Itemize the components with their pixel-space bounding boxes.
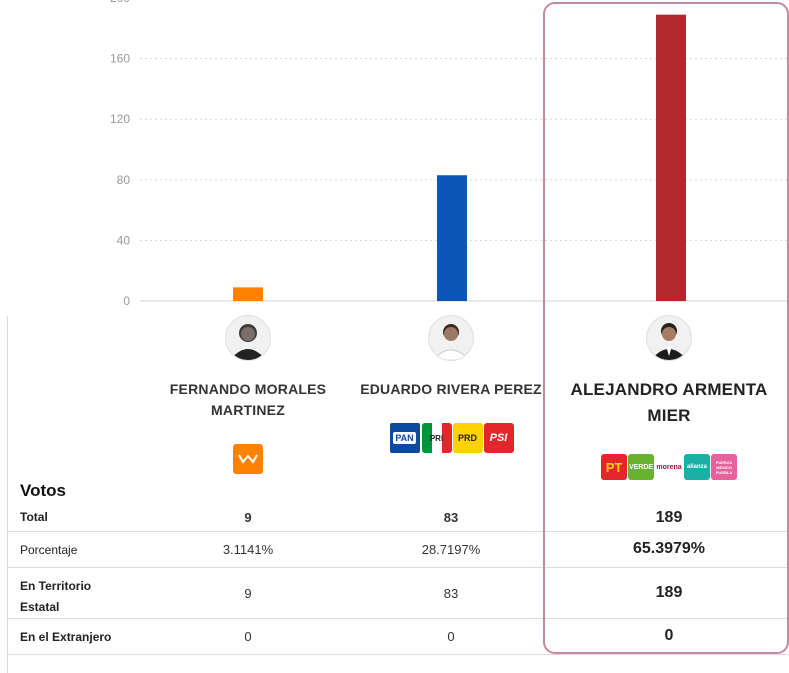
party-logos: PT VERDE morena alianza FUERZA MÉXICO PU…: [569, 451, 769, 483]
table-row-territorio: En Territorio Estatal 9 83 189: [8, 567, 789, 619]
bar-3[interactable]: [656, 14, 686, 301]
candidate-name: EDUARDO RIVERA PEREZ: [360, 381, 542, 397]
candidate-name: FERNANDO MORALES MARTINEZ: [169, 381, 327, 418]
cell-eduardo: 83: [443, 510, 459, 525]
table-left-border: [7, 316, 8, 673]
cell-eduardo: 0: [447, 629, 455, 644]
table-row-total: Total 9 83 189: [8, 502, 789, 531]
cell-eduardo: 28.7197%: [421, 542, 481, 557]
bar-2[interactable]: [437, 175, 467, 301]
candidate-photo: [428, 315, 474, 361]
morena-logo: morena: [655, 454, 683, 480]
votes-table-title: Votos: [20, 481, 66, 500]
candidate-photo: [225, 315, 271, 361]
row-label: En el Extranjero: [20, 630, 112, 644]
cell-fernando: 0: [244, 629, 252, 644]
table-bottom-border: [8, 654, 789, 655]
cell-fernando: 9: [244, 510, 252, 525]
row-label: Total: [20, 510, 48, 524]
fuerza-por-mexico-logo: FUERZA MÉXICO PUEBLA: [711, 454, 737, 480]
cell-alejandro: 189: [655, 509, 683, 526]
cell-alejandro: 0: [664, 627, 674, 644]
candidate-fernando-morales: FERNANDO MORALES MARTINEZ: [148, 315, 348, 475]
psi-logo: PSI: [483, 423, 514, 453]
y-axis-ticks: 0 40 80 120 160 200: [110, 0, 130, 308]
row-label: Porcentaje: [20, 543, 78, 557]
y-tick-label: 120: [110, 112, 130, 126]
nueva-alianza-logo: alianza: [684, 454, 710, 480]
y-tick-label: 80: [117, 173, 131, 187]
prd-logo: PRD: [452, 423, 483, 453]
movimiento-ciudadano-logo: [233, 444, 263, 474]
candidate-photo: [646, 315, 692, 361]
table-row-extranjero: En el Extranjero 0 0 0: [8, 618, 789, 655]
verde-logo: VERDE: [628, 454, 654, 480]
y-tick-label: 200: [110, 0, 130, 5]
candidate-alejandro-armenta: ALEJANDRO ARMENTA MIER PT VERDE morena a…: [569, 315, 769, 483]
pt-logo: PT: [601, 454, 627, 480]
candidate-eduardo-rivera: EDUARDO RIVERA PEREZ PAN PRI PRD PSI: [351, 315, 551, 454]
cell-eduardo: 83: [443, 586, 459, 601]
y-tick-label: 0: [123, 294, 130, 308]
bars: [233, 14, 686, 301]
cell-alejandro: 65.3979%: [632, 540, 706, 557]
pri-logo: PRI: [421, 423, 452, 453]
bar-1[interactable]: [233, 287, 263, 301]
cell-alejandro: 189: [655, 584, 683, 601]
candidate-name: ALEJANDRO ARMENTA MIER: [570, 380, 768, 425]
party-logos: PAN PRI PRD PSI: [351, 422, 551, 454]
cell-fernando: 9: [244, 586, 252, 601]
cell-fernando: 3.1141%: [222, 542, 274, 557]
table-row-porcentaje: Porcentaje 3.1141% 28.7197% 65.3979%: [8, 531, 789, 568]
y-tick-label: 40: [117, 233, 131, 247]
votes-bar-chart: 0 40 80 120 160 200: [110, 0, 789, 308]
pan-logo: PAN: [388, 422, 421, 454]
party-logos: [148, 443, 348, 475]
y-tick-label: 160: [110, 52, 130, 66]
row-label: En Territorio Estatal: [20, 579, 92, 614]
